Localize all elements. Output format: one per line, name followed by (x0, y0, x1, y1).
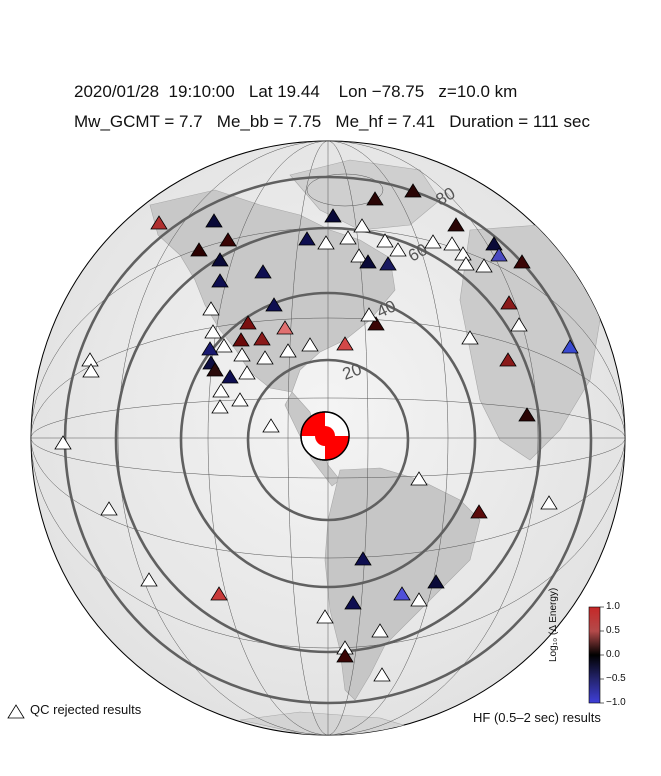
station-marker (470, 504, 488, 519)
station-marker (231, 392, 249, 407)
station-marker (279, 343, 297, 358)
station-marker (510, 317, 528, 332)
colorbar-tick-label: −0.5 (606, 673, 626, 684)
station-marker (317, 235, 335, 250)
station-marker (518, 407, 536, 422)
station-marker (366, 191, 384, 206)
station-marker (373, 667, 391, 682)
station-marker (232, 332, 250, 347)
station-marker (389, 242, 407, 257)
station-marker (238, 365, 256, 380)
station-marker (262, 418, 280, 433)
station-marker (379, 256, 397, 271)
stations (54, 183, 579, 682)
station-marker (500, 295, 518, 310)
station-marker (202, 301, 220, 316)
station-marker (211, 399, 229, 414)
station-marker (485, 236, 503, 251)
station-marker (204, 324, 222, 339)
station-marker (367, 316, 385, 331)
station-marker (353, 218, 371, 233)
station-marker (561, 339, 579, 354)
station-marker (140, 572, 158, 587)
distance-ring-40 (179, 291, 477, 589)
colorbar-title: Log₁₀ (Δ Energy) (548, 587, 559, 662)
station-marker (239, 315, 257, 330)
station-marker (427, 574, 445, 589)
station-marker (206, 362, 224, 377)
station-marker (376, 233, 394, 248)
station-marker (354, 551, 372, 566)
station-marker (359, 254, 377, 269)
station-marker (336, 648, 354, 663)
station-marker (54, 435, 72, 450)
station-marker (221, 369, 239, 384)
station-marker (211, 252, 229, 267)
event-header-line-2: Mw_GCMT = 7.7 Me_bb = 7.75 Me_hf = 7.41 … (74, 112, 590, 131)
station-marker (360, 307, 378, 322)
station-marker (301, 337, 319, 352)
station-marker (265, 297, 283, 312)
station-marker (276, 320, 294, 335)
station-marker (457, 256, 475, 271)
qc-legend-triangle (7, 704, 25, 719)
station-marker (475, 258, 493, 273)
station-marker (490, 247, 508, 262)
station-marker (410, 471, 428, 486)
station-marker (350, 248, 368, 263)
station-marker (344, 595, 362, 610)
station-marker (339, 230, 357, 245)
station-marker (233, 347, 251, 362)
station-marker (190, 242, 208, 257)
colorbar-tick-label: 0.5 (606, 625, 620, 636)
station-marker (324, 208, 342, 223)
station-marker (298, 231, 316, 246)
station-marker (211, 273, 229, 288)
focal-mechanism (300, 411, 350, 461)
station-marker (513, 254, 531, 269)
station-marker (256, 350, 274, 365)
station-marker (210, 586, 228, 601)
hf-legend-label: HF (0.5–2 sec) results (473, 710, 601, 725)
station-marker (424, 234, 442, 249)
colorbar-tick-label: −1.0 (606, 697, 626, 708)
station-marker (150, 215, 168, 230)
colorbar-tick-label: 1.0 (606, 601, 620, 612)
colorbar (588, 606, 601, 704)
station-marker (540, 495, 558, 510)
colorbar-tick-label: 0.0 (606, 649, 620, 660)
qc-legend-label: QC rejected results (30, 702, 142, 717)
station-marker (393, 586, 411, 601)
station-marker (410, 592, 428, 607)
station-marker (447, 217, 465, 232)
station-marker (316, 609, 334, 624)
station-marker (219, 232, 237, 247)
station-marker (201, 341, 219, 356)
station-marker (205, 213, 223, 228)
event-header-line-1: 2020/01/28 19:10:00 Lat 19.44 Lon −78.75… (74, 82, 518, 101)
distance-ring-20 (246, 358, 410, 522)
station-marker (371, 623, 389, 638)
station-marker (461, 330, 479, 345)
station-marker (82, 363, 100, 378)
distance-ring-60 (114, 226, 542, 654)
station-marker (100, 501, 118, 516)
station-marker (499, 352, 517, 367)
station-marker (212, 383, 230, 398)
station-marker (443, 236, 461, 251)
station-marker (253, 331, 271, 346)
station-marker (454, 246, 472, 261)
station-marker (404, 183, 422, 198)
station-marker (254, 264, 272, 279)
station-marker (336, 336, 354, 351)
station-marker (215, 338, 233, 353)
